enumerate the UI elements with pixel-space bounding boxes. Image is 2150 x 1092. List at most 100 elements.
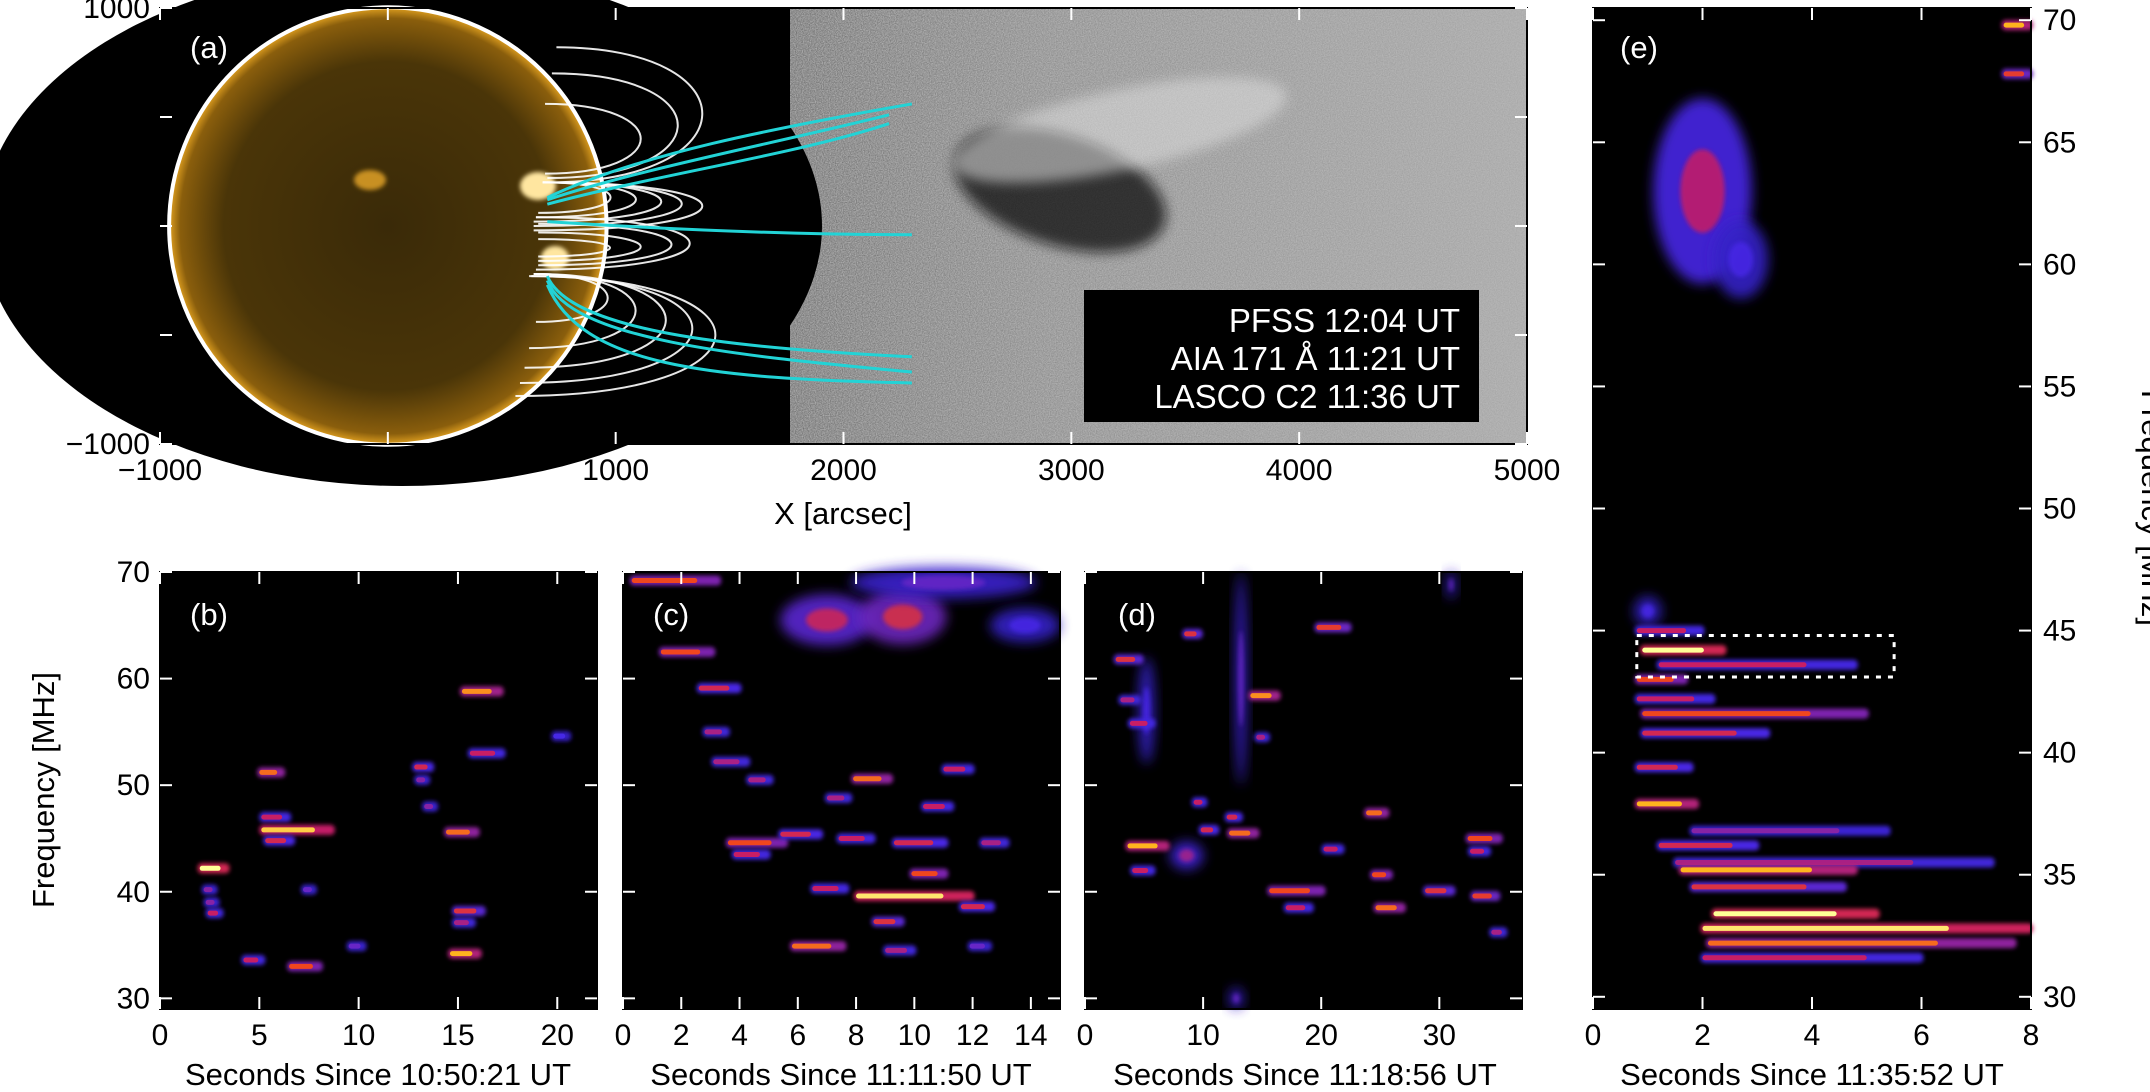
burst (1184, 631, 1197, 637)
burst (631, 578, 698, 584)
open-field-line (546, 102, 913, 200)
burst (1193, 799, 1203, 805)
burst (1702, 955, 1867, 961)
burst (1675, 860, 1914, 866)
x-tick-label: 10 (898, 1019, 931, 1052)
burst (943, 766, 966, 772)
x-tick-label: 30 (1423, 1019, 1456, 1052)
burst (1425, 888, 1447, 894)
panel-b-label: (b) (190, 597, 228, 632)
burst (1636, 696, 1695, 702)
y-tick-label: 40 (2043, 737, 2076, 770)
panel-e-axes: 0 2 4 6 8 70 65 60 55 50 45 40 35 30 (1585, 4, 2077, 1052)
burst (698, 685, 730, 691)
burst (923, 803, 945, 809)
x-tick-label: 6 (1913, 1019, 1930, 1052)
panel-d-bursts (1113, 570, 1508, 1010)
diffuse-emission-core (1728, 241, 1754, 278)
panel-c: (c) 0 2 4 6 8 10 12 14 Seconds Since 11:11:50 U… (615, 566, 1061, 1092)
x-tick-label: 1000 (582, 454, 649, 487)
x-tick-label: 2 (1694, 1019, 1711, 1052)
burst (424, 803, 434, 809)
legend-line-lasco: LASCO C2 11:36 UT (1154, 378, 1460, 415)
panel-b: (b) 0 5 10 15 20 70 60 50 40 30 Seconds Since 10:… (26, 556, 598, 1092)
burst (461, 688, 492, 694)
diffuse-emission-core (901, 575, 986, 590)
burst (446, 829, 470, 835)
burst (1127, 843, 1158, 849)
burst (969, 943, 985, 949)
burst (553, 733, 566, 739)
burst (289, 963, 313, 969)
burst (856, 893, 944, 899)
burst (1285, 905, 1306, 911)
burst (911, 871, 938, 877)
burst (1658, 662, 1807, 668)
y-tick-label: 50 (117, 769, 150, 802)
active-region-center (354, 170, 386, 190)
diffuse-emission-core (1641, 604, 1654, 618)
active-region-north (520, 172, 556, 200)
y-tick-label: 45 (2043, 615, 2076, 648)
burst (1323, 846, 1338, 852)
burst (1200, 827, 1214, 833)
burst (704, 729, 723, 735)
y-tick-label: −500 (82, 319, 150, 352)
x-tick-label: 0 (1585, 1019, 1602, 1052)
burst (1491, 929, 1502, 935)
closed-field-line (545, 102, 642, 175)
panel-e-xlabel: Seconds Since 11:35:52 UT (1620, 1057, 2004, 1092)
y-tick-label: 0 (133, 210, 150, 243)
legend-line-pfss: PFSS 12:04 UT (1229, 302, 1460, 339)
burst (733, 851, 760, 857)
burst (469, 750, 496, 756)
burst (416, 777, 426, 783)
burst (1642, 730, 1737, 736)
panel-d: (d) 0 10 20 30 Seconds Since 11:18:56 UT (1077, 570, 1523, 1092)
y-tick-label: 1000 (83, 0, 150, 25)
burst (838, 835, 865, 841)
burst (1636, 764, 1678, 770)
burst (1226, 814, 1238, 820)
panel-c-xlabel: Seconds Since 11:11:50 UT (650, 1057, 1031, 1092)
burst (853, 776, 882, 782)
panel-b-axes: 0 5 10 15 20 70 60 50 40 30 (117, 556, 598, 1052)
burst (1120, 697, 1135, 703)
panel-a-ylabel: Y [arcsec] (2, 157, 37, 294)
burst (1375, 905, 1397, 911)
burst (348, 943, 361, 949)
open-field-line (545, 284, 912, 385)
diffuse-emission-core (1238, 630, 1244, 727)
plot-frame (1084, 571, 1523, 1010)
plot-frame (622, 571, 1061, 1010)
burst (1713, 911, 1837, 917)
burst (1132, 867, 1149, 873)
diffuse-emission-core (1009, 617, 1041, 633)
burst (1229, 830, 1251, 836)
burst (2003, 71, 2025, 77)
burst (1372, 872, 1387, 878)
burst (1129, 720, 1148, 726)
y-tick-label: 40 (117, 876, 150, 909)
y-tick-label: 60 (2043, 248, 2076, 281)
x-tick-label: −1000 (118, 454, 202, 487)
closed-field-line (519, 275, 694, 384)
burst (1680, 867, 1812, 873)
panel-d-xlabel: Seconds Since 11:18:56 UT (1113, 1057, 1497, 1092)
burst (1658, 842, 1733, 848)
plot-frame (159, 571, 598, 1010)
x-tick-label: 8 (848, 1019, 865, 1052)
x-tick-label: 4 (731, 1019, 748, 1052)
burst (1642, 711, 1811, 717)
solar-disk (169, 7, 607, 445)
burst (1250, 693, 1272, 699)
burst (873, 919, 896, 925)
burst (1702, 925, 1949, 931)
burst (1707, 940, 1938, 946)
burst (2003, 22, 2025, 28)
burst (303, 887, 312, 893)
open-field-line (547, 220, 912, 237)
x-tick-label: 12 (956, 1019, 989, 1052)
y-tick-label: 65 (2043, 126, 2076, 159)
